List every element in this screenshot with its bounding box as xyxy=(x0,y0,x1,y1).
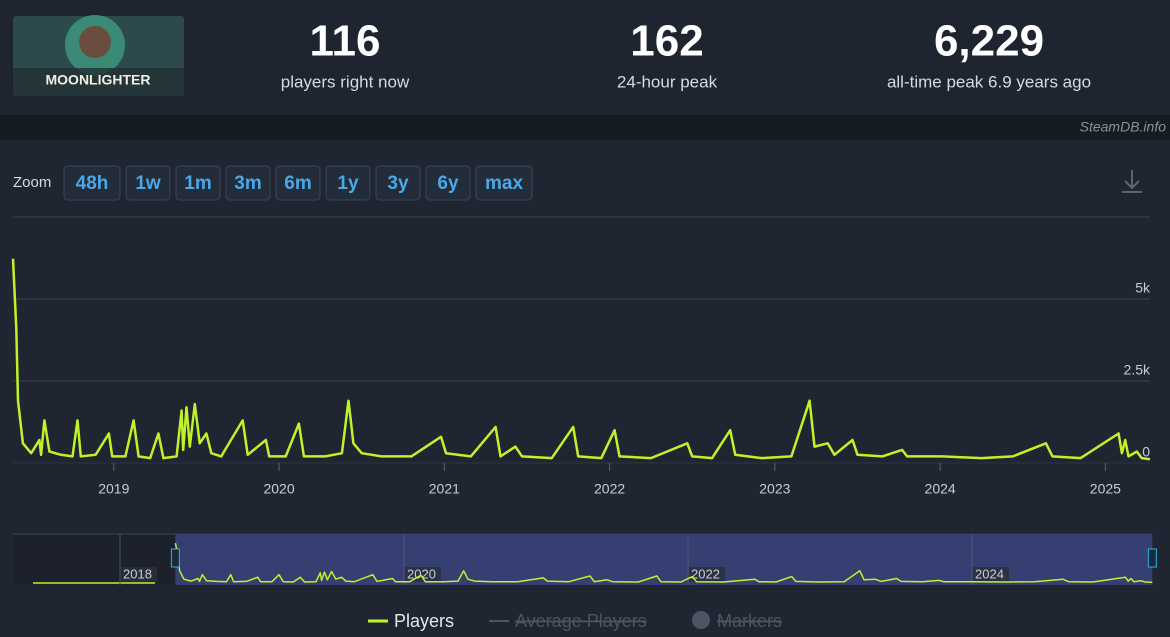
player-line xyxy=(11,258,1151,461)
navigator-handle[interactable] xyxy=(170,548,180,568)
navigator-label-bg xyxy=(973,567,1009,582)
handle-body xyxy=(1147,548,1157,568)
navigator-label: 2018 xyxy=(123,566,152,581)
x-tick-label: 2019 xyxy=(98,481,129,497)
legend-item[interactable]: Players xyxy=(368,611,454,631)
x-tick-label: 2023 xyxy=(759,481,790,497)
navigator-label-bg xyxy=(121,567,157,582)
x-tick-label: 2022 xyxy=(594,481,625,497)
y-tick-label: 5k xyxy=(1135,280,1151,296)
game-logo: MOONLIGHTER xyxy=(46,72,151,88)
navigator-label: 2022 xyxy=(691,566,720,581)
zoom-button-label: 1m xyxy=(184,173,211,194)
zoom-button-label: 48h xyxy=(76,173,109,194)
zoom-button-label: 6m xyxy=(284,173,311,194)
zoom-button-label: 3y xyxy=(387,173,409,194)
navigator-label-bg xyxy=(405,567,441,582)
zoom-button-bg xyxy=(63,165,121,201)
zoom-button[interactable]: 1w xyxy=(125,165,171,201)
navigator-line xyxy=(174,542,1153,584)
zoom-button-label: max xyxy=(485,173,523,194)
zoom-label: Zoom xyxy=(13,174,51,191)
game-image[interactable]: MOONLIGHTER xyxy=(13,15,184,96)
legend-label: Average Players xyxy=(515,611,647,631)
stat-label: 24-hour peak xyxy=(617,72,718,91)
download-glyph xyxy=(1122,170,1142,193)
stat-label: all-time peak 6.9 years ago xyxy=(887,72,1091,91)
zoom-button[interactable]: 6m xyxy=(275,165,321,201)
zoom-button[interactable]: 1y xyxy=(325,165,371,201)
x-tick-label: 2021 xyxy=(429,481,460,497)
zoom-button-bg xyxy=(275,165,321,201)
navigator-label: 2020 xyxy=(407,566,436,581)
image-shade xyxy=(13,68,184,96)
zoom-button-bg xyxy=(475,165,533,201)
zoom-button-label: 1w xyxy=(135,173,161,194)
download-icon[interactable] xyxy=(1122,170,1142,193)
separator xyxy=(0,115,1170,140)
legend-item[interactable]: Markers xyxy=(692,611,782,631)
zoom-button[interactable]: 48h xyxy=(63,165,121,201)
handle-body xyxy=(170,548,180,568)
navigator-label-bg xyxy=(689,567,725,582)
zoom-button[interactable]: 3m xyxy=(225,165,271,201)
legend-label: Markers xyxy=(717,611,782,631)
legend-swatch xyxy=(692,611,710,629)
y-tick-label: 0 xyxy=(1142,444,1150,460)
stat-number: 116 xyxy=(310,17,381,66)
stat-label: players right now xyxy=(281,72,410,91)
zoom-button-label: 1y xyxy=(337,173,359,194)
x-tick-label: 2024 xyxy=(925,481,956,497)
y-tick-label: 2.5k xyxy=(1124,362,1151,378)
zoom-button[interactable]: max xyxy=(475,165,533,201)
zoom-button-bg xyxy=(425,165,471,201)
watermark: SteamDB.info xyxy=(1080,119,1167,135)
zoom-button-bg xyxy=(125,165,171,201)
zoom-button[interactable]: 1m xyxy=(175,165,221,201)
x-tick-label: 2025 xyxy=(1090,481,1121,497)
navigator-handle[interactable] xyxy=(1147,548,1157,568)
zoom-button-bg xyxy=(225,165,271,201)
legend-label: Players xyxy=(394,611,454,631)
zoom-button[interactable]: 6y xyxy=(425,165,471,201)
zoom-button-label: 3m xyxy=(234,173,261,194)
zoom-button-bg xyxy=(375,165,421,201)
x-tick-label: 2020 xyxy=(263,481,294,497)
zoom-button[interactable]: 3y xyxy=(375,165,421,201)
header-bar xyxy=(0,0,1170,115)
zoom-button-bg xyxy=(325,165,371,201)
stat-number: 162 xyxy=(630,17,703,66)
zoom-button-bg xyxy=(175,165,221,201)
navigator-label: 2024 xyxy=(975,566,1004,581)
stat-number: 6,229 xyxy=(934,17,1044,66)
zoom-button-label: 6y xyxy=(437,173,459,194)
image-art xyxy=(79,26,111,58)
legend-item[interactable]: Average Players xyxy=(489,611,647,631)
